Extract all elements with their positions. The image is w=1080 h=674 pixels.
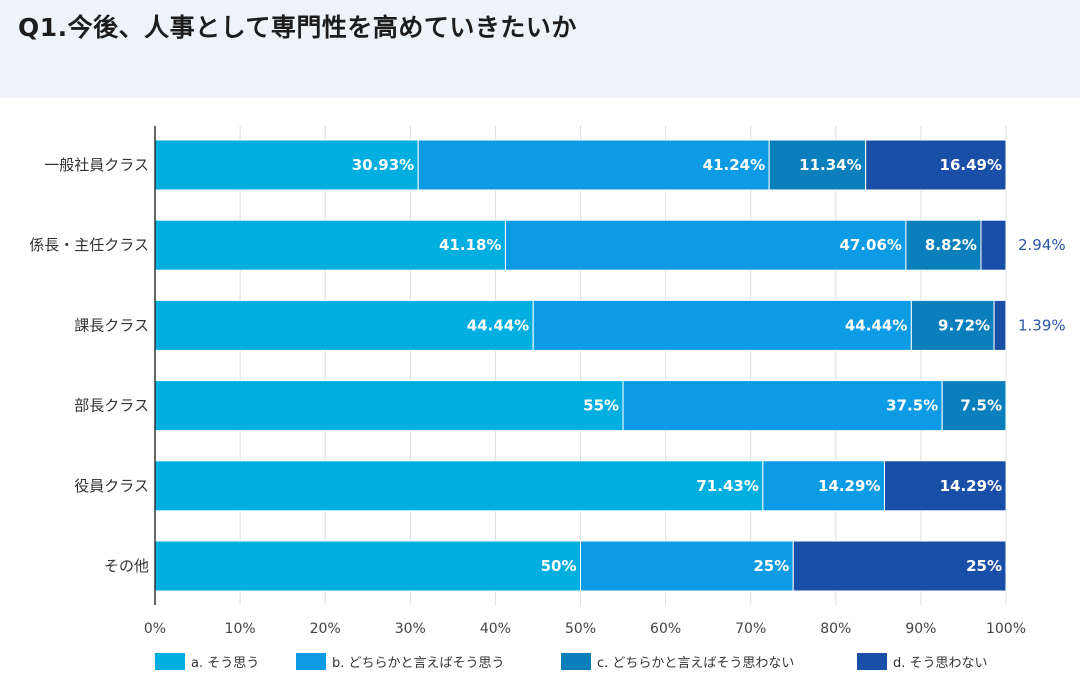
data-label: 25% [753,557,789,575]
bar-segment [792,540,1007,592]
data-label: 50% [541,557,577,575]
category-label: 課長クラス [74,316,149,334]
bar-segment [905,219,982,271]
header-band: Q1.今後、人事として専門性を高めていきたいか [0,0,1080,98]
x-tick-label: 60% [650,621,681,637]
legend-swatch [155,653,185,670]
bar-segment [865,139,1007,191]
bar-segment [941,380,1007,432]
bar-segment [417,139,770,191]
legend-swatch [561,653,591,670]
data-label: 11.34% [799,156,861,174]
legend-swatch [296,653,326,670]
bar-segment [622,380,943,432]
x-tick-label: 100% [986,621,1026,637]
bar-segment [980,219,1007,271]
bar-segment [993,299,1007,351]
data-label: 44.44% [467,316,529,334]
category-label: 係長・主任クラス [29,236,149,254]
x-tick-label: 20% [310,621,341,637]
legend-swatch [857,653,887,670]
data-label: 30.93% [352,156,414,174]
legend-label: a. そう思う [191,656,259,671]
bar-segment [910,299,995,351]
data-label: 47.06% [839,236,901,254]
x-tick-label: 0% [144,621,166,637]
data-label: 1.39% [1018,316,1066,334]
chart-title: Q1.今後、人事として専門性を高めていきたいか [18,13,577,42]
x-tick-label: 80% [820,621,851,637]
bar-segment [768,139,867,191]
legend-label: b. どちらかと言えばそう思う [332,656,505,671]
legend-label: c. どちらかと言えばそう思わない [597,656,794,671]
x-tick-label: 40% [480,621,511,637]
bar-segment [883,460,1007,512]
bar-segment [762,460,885,512]
data-label: 71.43% [696,477,758,495]
bar-segment [154,299,534,351]
x-tick-label: 90% [905,621,936,637]
data-label: 14.29% [940,477,1002,495]
data-label: 7.5% [960,397,1002,415]
category-label: その他 [104,557,149,575]
data-label: 8.82% [925,236,977,254]
x-tick-label: 30% [395,621,426,637]
bar-segment [580,540,794,592]
category-label: 一般社員クラス [44,156,149,174]
x-tick-label: 70% [735,621,766,637]
category-label: 部長クラス [74,397,149,415]
x-tick-label: 50% [565,621,596,637]
bar-segment [154,139,419,191]
data-label: 55% [583,397,619,415]
bar-segment [154,380,624,432]
data-label: 2.94% [1018,236,1066,254]
bar-segment [532,299,912,351]
data-label: 44.44% [845,316,907,334]
data-label: 9.72% [938,316,990,334]
data-label: 16.49% [940,156,1002,174]
data-label: 14.29% [818,477,880,495]
bar-segment [154,540,581,592]
data-label: 37.5% [886,397,938,415]
data-label: 41.18% [439,236,501,254]
category-label: 役員クラス [74,477,149,495]
bar-segment [154,460,764,512]
data-label: 41.24% [703,156,765,174]
data-label: 25% [966,557,1002,575]
legend-label: d. そう思わない [893,656,988,671]
x-tick-label: 10% [225,621,256,637]
bar-segment [504,219,907,271]
